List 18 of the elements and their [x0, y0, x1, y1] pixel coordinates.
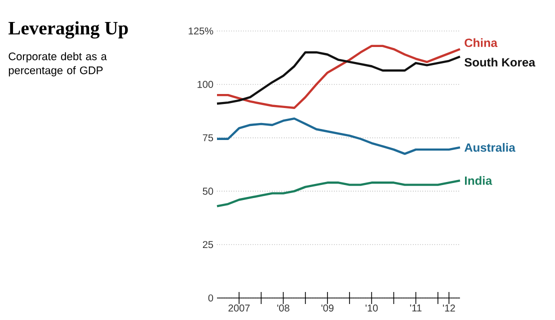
y-tick-label: 0 [208, 294, 214, 302]
x-tick-label: '08 [277, 304, 290, 312]
series-label: China [464, 38, 498, 48]
x-tick-label: '09 [321, 304, 334, 312]
y-tick-label: 75 [202, 134, 214, 142]
chart-title: Leveraging Up [8, 21, 128, 38]
y-tick-label: 100 [198, 80, 214, 88]
x-tick-label: '10 [366, 304, 378, 312]
text: Corporate debt as a percentage of GDP [8, 52, 107, 76]
series-label: South Korea [464, 58, 536, 67]
series-label: Australia [464, 143, 516, 152]
series-label: India [465, 176, 492, 185]
x-tick-label: 2007 [228, 304, 250, 312]
y-tick-label: 125% [188, 27, 214, 35]
x-tick-label: '11 [410, 304, 422, 312]
y-tick-label: 25 [202, 241, 214, 248]
y-tick-label: 50 [202, 188, 214, 195]
x-tick-label: '12 [442, 304, 455, 312]
